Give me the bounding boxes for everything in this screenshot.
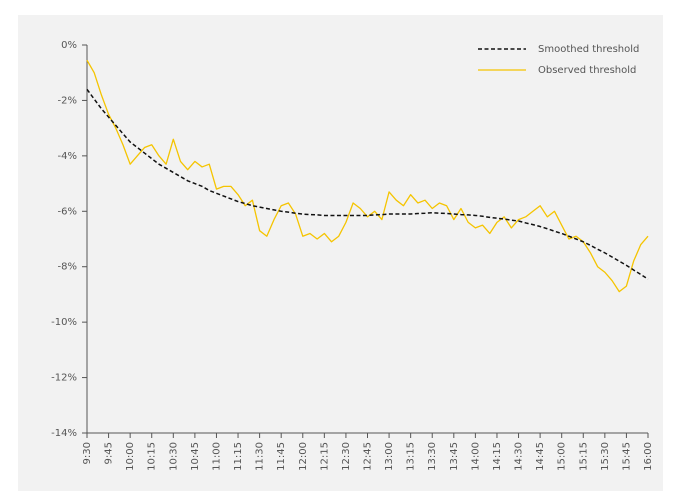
x-tick-label: 13:00: [384, 442, 395, 471]
x-tick-label: 12:30: [341, 442, 352, 471]
x-tick-label: 15:00: [557, 442, 568, 471]
y-tick-label: -12%: [51, 373, 77, 384]
legend-label: Observed threshold: [538, 65, 636, 76]
x-tick-label: 12:15: [319, 442, 330, 471]
y-tick-label: -4%: [58, 151, 77, 162]
x-tick-label: 9:30: [82, 442, 93, 464]
x-tick-label: 10:30: [168, 442, 179, 471]
x-tick-label: 15:30: [600, 442, 611, 471]
x-tick-label: 14:45: [535, 442, 546, 471]
x-tick-label: 10:15: [147, 442, 158, 471]
x-tick-label: 11:30: [255, 442, 266, 471]
x-tick-label: 13:45: [449, 442, 460, 471]
x-tick-label: 12:45: [363, 442, 374, 471]
y-tick-label: -14%: [51, 428, 77, 439]
x-tick-label: 10:45: [190, 442, 201, 471]
x-tick-label: 14:30: [514, 442, 525, 471]
x-tick-label: 11:15: [233, 442, 244, 471]
y-tick-label: -2%: [58, 95, 77, 106]
y-tick-label: 0%: [61, 40, 77, 51]
y-tick-label: -10%: [51, 317, 77, 328]
series-line: [86, 59, 649, 293]
legend-label: Smoothed threshold: [538, 44, 639, 55]
x-tick-label: 15:15: [578, 442, 589, 471]
y-tick-label: -8%: [58, 262, 77, 273]
x-tick-label: 9:45: [104, 442, 115, 464]
x-tick-label: 16:00: [643, 442, 654, 471]
x-tick-label: 11:00: [211, 442, 222, 471]
x-tick-label: 11:45: [276, 442, 287, 471]
y-tick-label: -6%: [58, 206, 77, 217]
x-tick-label: 13:15: [406, 442, 417, 471]
x-tick-label: 15:45: [621, 442, 632, 471]
x-tick-label: 14:15: [492, 442, 503, 471]
x-tick-label: 12:00: [298, 442, 309, 471]
plot-background: [18, 15, 663, 491]
x-tick-label: 14:00: [470, 442, 481, 471]
x-tick-label: 13:30: [427, 442, 438, 471]
x-tick-label: 10:00: [125, 442, 136, 471]
